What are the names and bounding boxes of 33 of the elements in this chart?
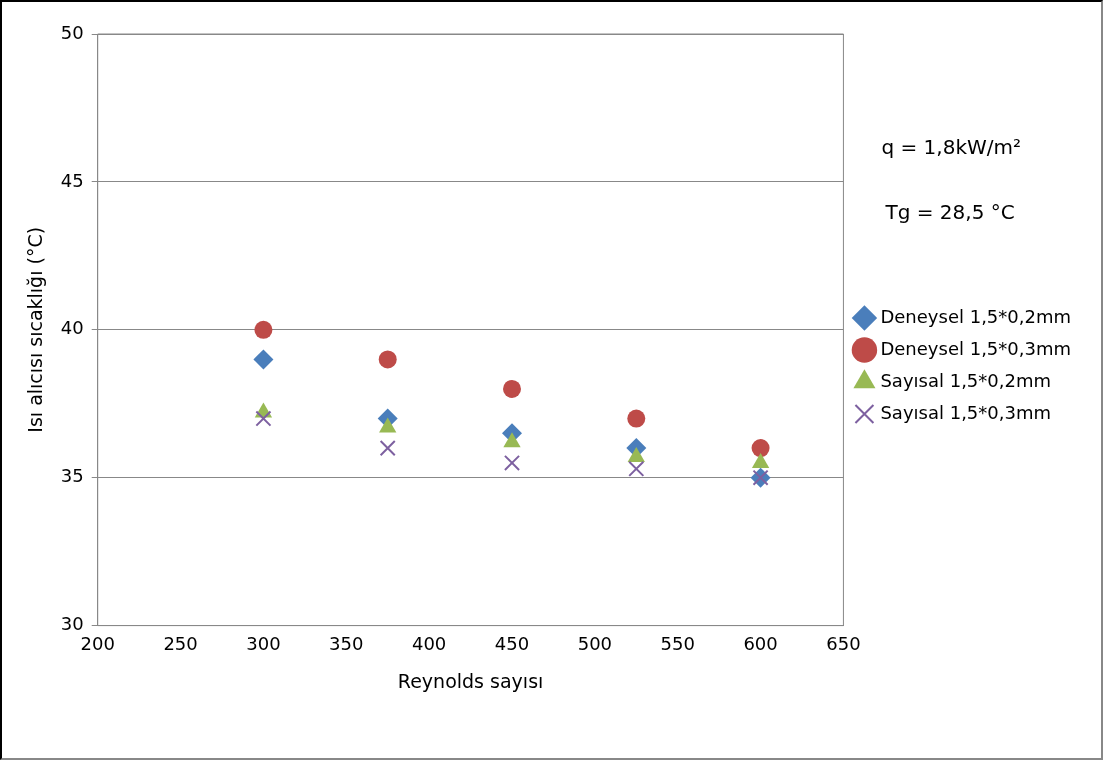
legend-label: Sayısal 1,5*0,3mm <box>880 401 1051 423</box>
point <box>751 439 770 458</box>
point <box>628 460 645 477</box>
x-tick-label: 200 <box>80 633 115 655</box>
x-tick-label: 550 <box>660 633 695 655</box>
point <box>253 349 274 370</box>
y-axis-title: Isı alıcısı sıcaklığı (°C) <box>24 226 47 433</box>
x-tick-label: 350 <box>329 633 364 655</box>
text: q = 1,8kW/m² <box>881 135 1022 160</box>
point <box>254 320 273 339</box>
y-tick-label: 35 <box>60 465 84 487</box>
legend-label: Deneysel 1,5*0,3mm <box>880 337 1072 359</box>
x-tick-label: 650 <box>826 633 861 655</box>
legend-label: Deneysel 1,5*0,2mm <box>880 305 1072 327</box>
y-tick-label: 40 <box>60 317 84 339</box>
x-tick-label: 500 <box>577 633 613 655</box>
x-tick-label: 400 <box>411 633 447 655</box>
point <box>379 440 396 457</box>
point <box>627 409 646 428</box>
x-tick-label: 450 <box>494 633 530 655</box>
point <box>378 350 397 369</box>
x-tick-label: 300 <box>246 633 281 655</box>
y-tick-label: 30 <box>60 613 84 635</box>
text: Tg = 28,5 °C <box>884 200 1015 225</box>
y-tick-label: 45 <box>60 169 84 191</box>
y-tick-label: 50 <box>60 21 84 43</box>
x-tick-label: 600 <box>743 633 778 655</box>
legend-label: Sayısal 1,5*0,2mm <box>880 369 1051 391</box>
x-axis-title: Reynolds sayısı <box>397 669 544 692</box>
point <box>503 454 521 471</box>
point <box>255 410 272 427</box>
x-tick-label: 250 <box>163 633 198 655</box>
point <box>503 379 521 398</box>
